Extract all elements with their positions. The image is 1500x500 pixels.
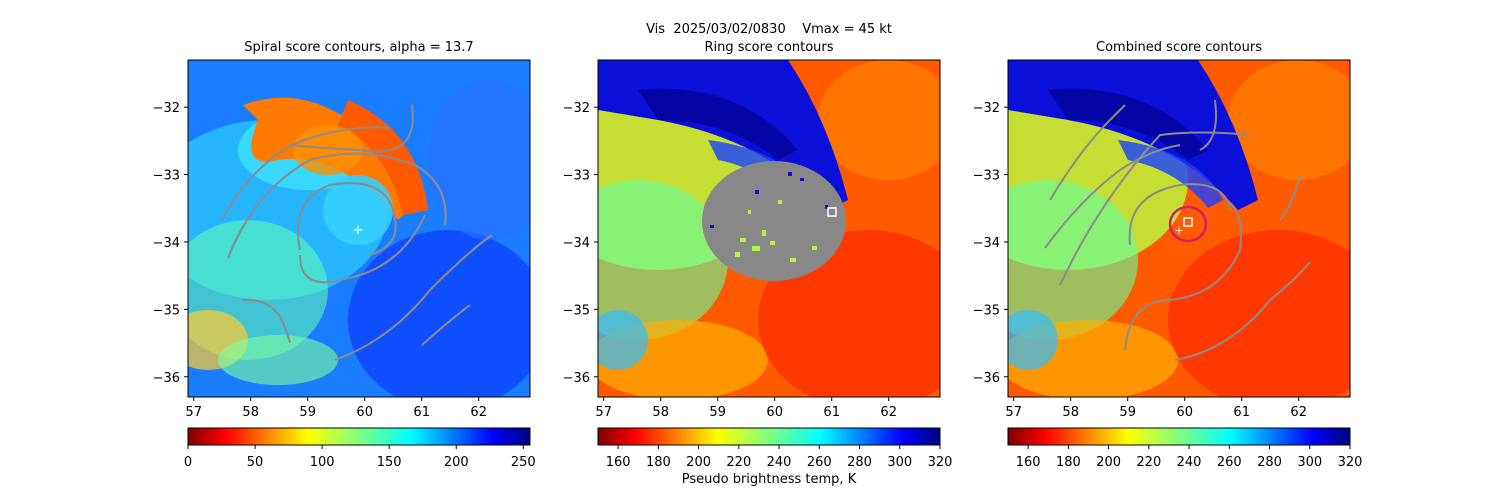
x-tick-label: 58 [242,405,259,420]
colorbar-tick-label: 180 [646,455,671,470]
y-tick-label: −32 [973,101,1000,116]
x-tick-label: 61 [1233,405,1250,420]
colorbar-tick-label: 150 [377,455,402,470]
colorbar-tick-label: 160 [1016,455,1041,470]
colorbar-tick-label: 50 [247,455,264,470]
y-tick-label: −33 [973,169,1000,184]
suptitle: Vis 2025/03/02/0830 Vmax = 45 kt [646,22,892,37]
y-tick-label: −34 [153,236,180,251]
colorbar-tick-label: 200 [1096,455,1121,470]
y-tick-label: −34 [563,236,590,251]
colorbar-tick-label: 300 [887,455,912,470]
masked-region [702,161,846,281]
colorbar-tick-label: 280 [1257,455,1282,470]
spiral-contours [221,104,493,361]
x-tick-label: 59 [1119,405,1136,420]
panel-title-1: Spiral score contours, alpha = 13.7 [244,40,474,55]
x-tick-label: 60 [356,405,373,420]
colorbar-tick-label: 200 [686,455,711,470]
colorbar-1 [187,427,531,446]
x-tick-label: 62 [470,405,487,420]
x-tick-label: 61 [823,405,840,420]
center-marker [827,207,837,217]
colorbar-tick-label: 220 [726,455,751,470]
colorbar-tick-label: 200 [444,455,469,470]
x-tick-label: 60 [766,405,783,420]
heatmap-image [188,60,530,397]
colorbar-label: Pseudo brightness temp, K [681,472,857,487]
colorbar-tick-label: 240 [1177,455,1202,470]
colorbar-tick-label: 260 [807,455,832,470]
center-marker: + [353,223,364,238]
panel-title-3: Combined score contours [1096,40,1262,55]
combined-contours [1044,99,1311,361]
panel-title-2: Ring score contours [704,40,834,55]
y-tick-label: −32 [563,101,590,116]
x-tick-label: 59 [299,405,316,420]
colorbar-tick-label: 260 [1217,455,1242,470]
colorbar-tick-label: 300 [1297,455,1322,470]
y-tick-label: −35 [153,303,180,318]
colorbar-3 [1007,427,1351,446]
heatmap-image [1008,60,1350,397]
panel-spiral: + [187,59,531,398]
colorbar-tick-label: 0 [184,455,192,470]
colorbar-tick-label: 250 [511,455,536,470]
y-tick-label: −35 [973,303,1000,318]
ring-contour [1168,205,1208,243]
colorbar-tick-label: 100 [310,455,335,470]
masked-speckles-blue [710,172,828,228]
colorbar-tick-label: 240 [767,455,792,470]
y-tick-label: −36 [563,371,590,386]
y-tick-label: −35 [563,303,590,318]
x-tick-label: 58 [1062,405,1079,420]
panel-ring [597,59,941,398]
colorbar-tick-label: 280 [847,455,872,470]
y-tick-label: −36 [153,371,180,386]
y-tick-label: −33 [563,169,590,184]
x-tick-label: 57 [185,405,202,420]
x-tick-label: 58 [652,405,669,420]
x-tick-label: 62 [1290,405,1307,420]
x-tick-label: 59 [709,405,726,420]
y-tick-label: −34 [973,236,1000,251]
secondary-marker: + [1174,224,1183,237]
masked-speckles [735,200,817,262]
y-tick-label: −36 [973,371,1000,386]
x-tick-label: 57 [595,405,612,420]
center-marker [1183,217,1193,227]
x-tick-label: 61 [413,405,430,420]
x-tick-label: 60 [1176,405,1193,420]
colorbar-tick-label: 320 [928,455,953,470]
x-tick-label: 62 [880,405,897,420]
y-tick-label: −33 [153,169,180,184]
colorbar-tick-label: 220 [1136,455,1161,470]
colorbar-tick-label: 180 [1056,455,1081,470]
colorbar-tick-label: 160 [606,455,631,470]
colorbar-tick-label: 320 [1338,455,1363,470]
panel-combined: + [1007,59,1351,398]
colorbar-2 [597,427,941,446]
x-tick-label: 57 [1005,405,1022,420]
y-tick-label: −32 [153,101,180,116]
